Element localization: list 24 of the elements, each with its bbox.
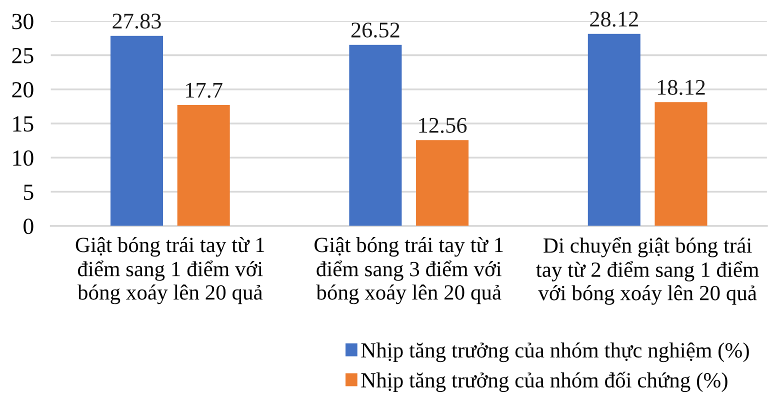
bar: [110, 36, 164, 226]
legend-label: Nhịp tăng trưởng của nhóm thực nghiệm (%): [361, 342, 749, 362]
bar: [588, 34, 640, 226]
x-tick-label: Giật bóng trái tay từ 1 điểm sang 1 điểm với bóng xoáy lên 20 quả: [76, 237, 264, 304]
x-tick-label: Di chuyển giật bóng trái tay từ 2 điểm sang 1 điểm với bóng xoáy lên 20 quả: [536, 237, 759, 305]
data-label: 26.52: [351, 22, 400, 38]
legend-label: Nhịp tăng trưởng của nhóm đối chứng (%): [361, 372, 728, 392]
data-label: 12.56: [419, 118, 467, 133]
y-tick-label: 5: [24, 184, 34, 200]
data-label: 17.7: [186, 82, 222, 98]
data-label: 27.83: [112, 14, 161, 29]
bar: [177, 105, 230, 226]
y-tick-label: 0: [24, 218, 34, 234]
y-tick-label: 30: [12, 14, 34, 30]
y-tick-label: 25: [12, 48, 34, 64]
y-tick-label: 20: [12, 82, 34, 98]
data-label: 18.12: [658, 80, 705, 95]
bar: [349, 44, 402, 226]
x-tick-label: Giật bóng trái tay từ 1 điểm sang 3 điểm với bóng xoáy lên 20 quả: [314, 237, 503, 304]
bar: [654, 102, 708, 226]
data-label: 28.12: [590, 12, 638, 27]
y-tick-label: 10: [13, 150, 34, 166]
bar: [416, 140, 469, 226]
y-tick-label: 15: [13, 116, 34, 132]
